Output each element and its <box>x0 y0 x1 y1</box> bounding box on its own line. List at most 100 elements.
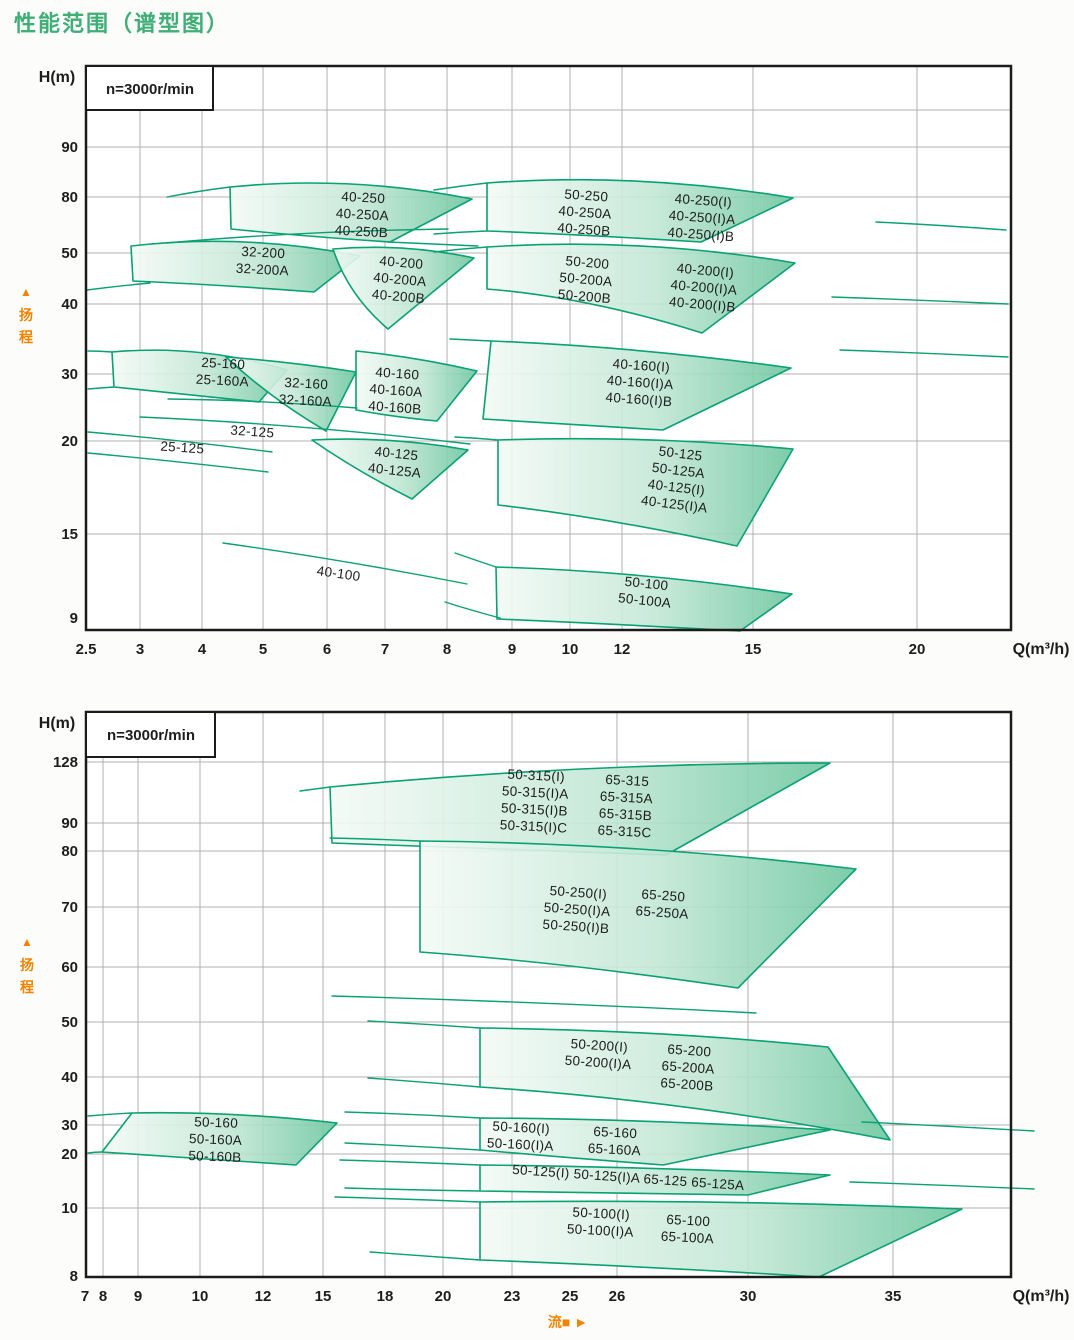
speed-note-box <box>85 711 216 758</box>
region-40-250 <box>229 182 473 243</box>
model-name: 40-200(I) <box>676 261 735 281</box>
model-name: 40-200A <box>373 270 427 290</box>
model-name: 50-100 <box>624 574 669 594</box>
model-name: 50-160(I)A <box>487 1135 554 1153</box>
x-tick-label: 9 <box>508 641 516 658</box>
region-label-40-125: 40-12540-125A <box>367 443 423 480</box>
model-name: 65-315C <box>597 823 652 841</box>
y-tick-label: 90 <box>61 139 78 156</box>
x-tick-label: 10 <box>562 641 579 658</box>
page-title: 性能范围（谱型图） <box>14 11 231 36</box>
model-name: 65-200A <box>661 1058 715 1077</box>
model-name: 32-160A <box>278 392 332 410</box>
model-name: 40-160(I)B <box>605 390 673 410</box>
x-tick-label: 8 <box>443 641 451 658</box>
x-tick-label: 20 <box>909 641 926 658</box>
region-50-200 <box>486 243 796 334</box>
y-tick-label: 80 <box>61 189 78 206</box>
chart-1: n=3000r/min40-25040-250A40-250B50-25040-… <box>19 64 1069 658</box>
y-tick-label: 90 <box>61 815 78 832</box>
model-name: 32-160 <box>284 375 329 392</box>
y-tick-label: 30 <box>61 366 78 383</box>
model-name: 50-160 <box>194 1114 238 1131</box>
x-tick-label: 12 <box>614 641 631 658</box>
model-name: 50-100A <box>617 590 671 610</box>
model-name: 40-160 <box>375 365 420 383</box>
region-50-250(I) <box>419 840 857 989</box>
x-tick-label: 8 <box>99 1288 107 1305</box>
model-name: 40-200(I)A <box>670 277 738 298</box>
performance-curve <box>344 1111 481 1119</box>
chart-1-frame <box>84 64 1013 632</box>
x-tick-label: 9 <box>134 1288 142 1305</box>
performance-curve <box>387 241 479 247</box>
performance-curve <box>166 228 449 244</box>
model-name: 40-125A <box>367 460 421 480</box>
performance-curve <box>329 837 421 842</box>
model-name: 65-250 <box>641 887 686 905</box>
x-tick-label: 20 <box>435 1288 452 1305</box>
performance-curve <box>344 1142 481 1151</box>
head-legend-char: 扬 <box>19 307 33 323</box>
model-name: 50-125A <box>651 460 706 481</box>
chart-2: n=3000r/min 50-315(I)50-315(I)A50-315(I)B… <box>20 710 1070 1330</box>
model-name: 50-200(I) <box>570 1036 628 1055</box>
performance-curve <box>367 1020 481 1029</box>
model-name: 50-125 <box>658 443 703 463</box>
performance-curve <box>339 1159 481 1166</box>
region-label-40-200: 40-20040-200A40-200B <box>371 253 428 306</box>
region-label-65-250: 65-25065-250A <box>635 886 690 922</box>
performance-curve <box>87 452 269 473</box>
region-50-200(I) <box>479 1027 891 1141</box>
model-name: 40-200(I)B <box>669 294 737 315</box>
model-name: 50-100(I) <box>572 1205 630 1223</box>
performance-curve <box>344 1187 481 1192</box>
x-tick-label: 7 <box>381 641 389 658</box>
model-name: 65-315B <box>599 806 653 824</box>
y-tick-label: 60 <box>61 959 78 976</box>
model-name: 40-200 <box>379 253 424 272</box>
region-40-160 <box>355 350 478 422</box>
region-50-160(I) <box>479 1117 831 1166</box>
region-label-50-160: 50-16050-160A50-160B <box>188 1114 243 1165</box>
model-name: 40-250(I) <box>674 191 732 210</box>
model-name: 50-315(I)B <box>501 800 568 818</box>
region-label-50-160(I): 50-160(I)50-160(I)A <box>487 1118 555 1153</box>
head-axis-label: H(m) <box>39 69 75 86</box>
model-name: 50-250 <box>564 187 609 205</box>
model-name: 40-160(I)A <box>606 373 674 393</box>
model-name: 25-160A <box>195 372 249 390</box>
x-tick-label: 12 <box>255 1288 272 1305</box>
model-name: 40-250A <box>335 206 389 224</box>
model-name: 50-160B <box>188 1148 242 1165</box>
region-label-65-200: 65-20065-200A65-200B <box>660 1041 716 1094</box>
y-tick-label: 20 <box>61 433 78 450</box>
region-40-125 <box>311 438 469 500</box>
x-tick-label: 35 <box>885 1288 902 1305</box>
performance-curve <box>433 230 488 235</box>
x-tick-label: 2.5 <box>76 641 97 658</box>
model-name: 40-125(I) <box>647 476 706 498</box>
model-name: 32-125 <box>230 423 275 441</box>
region-label-65-315: 65-31565-315A65-315B65-315C <box>597 772 654 841</box>
region-label-50-200: 50-20050-200A50-200B <box>557 253 614 306</box>
performance-curve <box>433 246 488 253</box>
flow-axis-label: Q(m³/h) <box>1013 1288 1070 1305</box>
y-tick-label: 128 <box>53 754 78 771</box>
model-name: 65-250A <box>635 903 689 922</box>
performance-curve <box>369 1251 481 1261</box>
head-legend-char: 程 <box>19 329 33 345</box>
y-tick-label: 20 <box>61 1146 78 1163</box>
performance-curve <box>299 786 331 792</box>
head-legend-char: 程 <box>20 979 34 995</box>
region-label-50-250: 50-25040-250A40-250B <box>557 186 613 239</box>
model-name: 50-315(I) <box>507 767 565 785</box>
head-arrow-icon: ▲ <box>20 285 32 299</box>
x-tick-label: 4 <box>198 641 207 658</box>
model-name: 50-250(I)B <box>542 917 610 937</box>
y-tick-label: 80 <box>61 843 78 860</box>
head-arrow-icon: ▲ <box>21 935 33 949</box>
model-name: 25-125 <box>160 439 205 457</box>
